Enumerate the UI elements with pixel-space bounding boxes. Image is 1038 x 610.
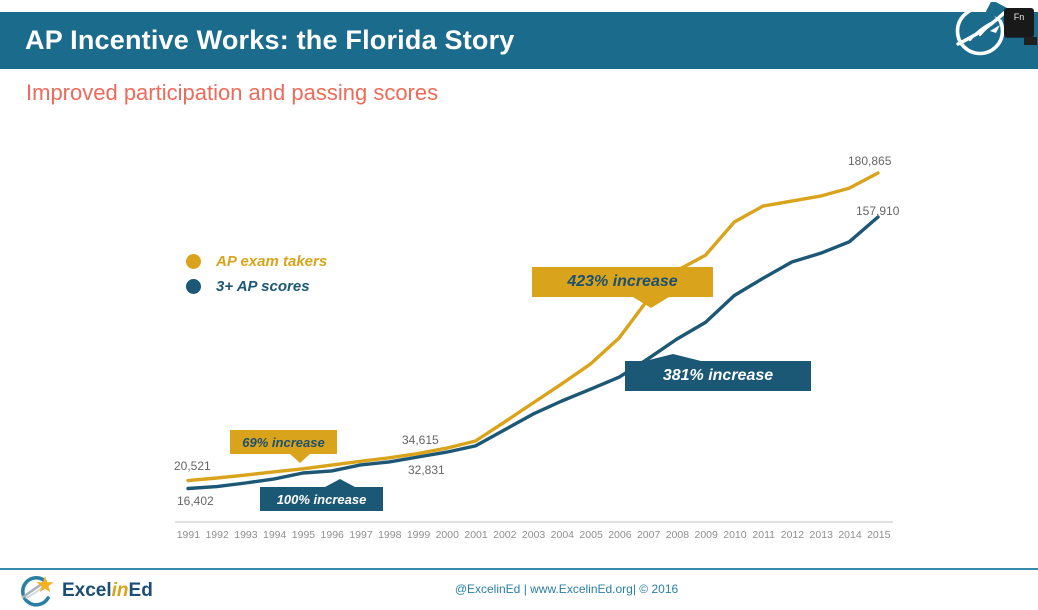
axis-year-label: 1999	[406, 529, 431, 541]
axis-year-label: 1991	[176, 529, 201, 541]
excelined-logo: ExcelinEd	[14, 574, 153, 608]
axis-year-label: 1994	[263, 529, 287, 541]
legend-label: AP exam takers	[216, 253, 328, 270]
axis-year-label: 1995	[291, 529, 316, 541]
axis-year-label: 2001	[464, 529, 488, 541]
axis-year-label: 2006	[608, 529, 632, 541]
axis-year-label: 2003	[521, 529, 546, 541]
axis-year-label: 1998	[378, 529, 402, 541]
legend-dot-navy	[186, 279, 201, 294]
legend-label: 3+ AP scores	[216, 278, 310, 295]
series-line-3-ap-scores	[186, 215, 880, 491]
callout-423-percent-increase: 423% increase	[532, 267, 713, 308]
footer-divider	[0, 568, 1038, 570]
axis-year-label: 2009	[694, 529, 718, 541]
series-line-ap-exam-takers	[186, 171, 880, 483]
callout-label: 423% increase	[567, 273, 678, 290]
callout-381-percent-increase: 381% increase	[625, 354, 811, 391]
excelined-wordmark: ExcelinEd	[62, 580, 153, 601]
callout-label: 100% increase	[276, 491, 367, 507]
fn-keycap-shadow	[1024, 37, 1037, 45]
axis-year-label: 2007	[636, 529, 661, 541]
axis-year-label: 1993	[234, 529, 258, 541]
axis-year-label: 1997	[349, 529, 373, 541]
axis-year-label: 2010	[723, 529, 747, 541]
callout-label: 69% increase	[242, 434, 325, 450]
slide-subtitle: Improved participation and passing score…	[26, 80, 439, 105]
axis-year-label: 2004	[550, 529, 575, 541]
point-label-2015-scores: 157,910	[856, 204, 900, 218]
point-label-1991-takers: 20,521	[174, 459, 211, 473]
axis-year-label: 1996	[320, 529, 344, 541]
feather-logo-icon	[950, 0, 1012, 65]
page-title: AP Incentive Works: the Florida Story	[25, 25, 515, 55]
point-label-1991-scores: 16,402	[177, 494, 214, 508]
axis-year-label: 2011	[752, 529, 775, 541]
header-bar: AP Incentive Works: the Florida Story	[0, 12, 1038, 69]
callout-69-percent-increase: 69% increase	[230, 430, 337, 463]
axis-year-label: 2012	[780, 529, 805, 541]
point-label-2015-takers: 180,865	[848, 154, 892, 168]
axis-year-label: 2013	[809, 529, 833, 541]
callout-pointer-icon	[325, 479, 355, 487]
callout-100-percent-increase: 100% increase	[260, 479, 383, 511]
axis-year-label: 2015	[867, 529, 891, 541]
axis-year-label: 2000	[435, 529, 459, 541]
axis-year-label: 2014	[838, 529, 862, 541]
footer-credit-text: @ExcelinEd | www.ExcelinEd.org| © 2016	[454, 582, 679, 596]
callout-pointer-icon	[645, 354, 701, 361]
axis-year-label: 2008	[665, 529, 690, 541]
legend-dot-gold	[186, 254, 201, 269]
axis-year-label: 2005	[579, 529, 603, 541]
chart-legend: AP exam takers 3+ AP scores	[186, 249, 327, 299]
legend-item-ap-exam-takers: AP exam takers	[186, 249, 327, 274]
x-axis-labels: 1991 1992 1993 1994 1995 1996 1997 1998 1999 2000…	[174, 529, 893, 541]
callout-pointer-icon	[633, 297, 669, 308]
point-label-1999-scores: 32,831	[408, 463, 445, 477]
callout-label: 381% increase	[662, 367, 774, 384]
excelined-logo-icon	[20, 576, 54, 607]
axis-year-label: 2002	[493, 529, 517, 541]
point-label-1999-takers: 34,615	[402, 433, 439, 447]
fn-keycap: Fn	[1004, 8, 1034, 37]
callout-pointer-icon	[290, 454, 310, 463]
axis-year-label: 1992	[205, 529, 229, 541]
star-icon	[36, 576, 54, 593]
legend-item-3plus-ap-scores: 3+ AP scores	[186, 274, 327, 299]
